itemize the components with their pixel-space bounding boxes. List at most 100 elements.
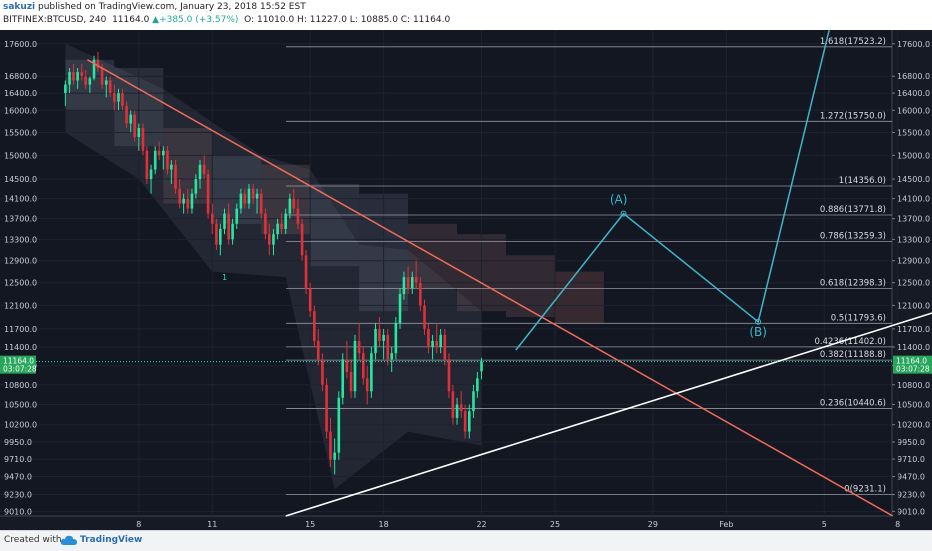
- candle-body[interactable]: [325, 384, 328, 432]
- candle-body[interactable]: [280, 223, 283, 229]
- candle-body[interactable]: [141, 127, 145, 151]
- candle-body[interactable]: [186, 198, 190, 209]
- candle-body[interactable]: [210, 213, 214, 224]
- candle-body[interactable]: [137, 127, 141, 138]
- candle-body[interactable]: [308, 288, 312, 312]
- candle-body[interactable]: [166, 150, 169, 170]
- candle-body[interactable]: [198, 164, 202, 180]
- candle-body[interactable]: [419, 282, 422, 306]
- candle-body[interactable]: [337, 397, 341, 453]
- candle-body[interactable]: [390, 353, 393, 360]
- candle-body[interactable]: [472, 391, 475, 412]
- candle-body[interactable]: [467, 411, 471, 432]
- candle-body[interactable]: [64, 84, 67, 94]
- candle-body[interactable]: [296, 208, 300, 224]
- candle-body[interactable]: [480, 361, 483, 372]
- candle-body[interactable]: [174, 164, 177, 189]
- elliott-projection-path[interactable]: [515, 30, 830, 351]
- candle-body[interactable]: [125, 105, 128, 124]
- time-axis[interactable]: [0, 516, 932, 530]
- candle-body[interactable]: [463, 411, 467, 432]
- candle-body[interactable]: [345, 359, 349, 372]
- candle-body[interactable]: [476, 378, 479, 392]
- candle-body[interactable]: [223, 213, 226, 229]
- candle-body[interactable]: [129, 114, 133, 124]
- candle-body[interactable]: [365, 378, 369, 392]
- candle-body[interactable]: [423, 305, 426, 329]
- candle-body[interactable]: [76, 72, 79, 81]
- candle-body[interactable]: [113, 93, 116, 102]
- candle-body[interactable]: [104, 80, 108, 85]
- candle-body[interactable]: [206, 174, 210, 214]
- candle-body[interactable]: [284, 213, 287, 229]
- candle-body[interactable]: [435, 340, 439, 348]
- candle-body[interactable]: [329, 431, 332, 460]
- candle-body[interactable]: [100, 67, 104, 85]
- candle-body[interactable]: [431, 340, 434, 348]
- candle-body[interactable]: [455, 404, 459, 418]
- candle-body[interactable]: [84, 76, 87, 85]
- candle-body[interactable]: [235, 208, 239, 224]
- candle-body[interactable]: [251, 188, 255, 199]
- candle-body[interactable]: [215, 223, 218, 245]
- candle-body[interactable]: [398, 293, 402, 323]
- candle-body[interactable]: [439, 334, 442, 348]
- candle-body[interactable]: [153, 150, 157, 170]
- ascending-trendline[interactable]: [285, 305, 932, 517]
- candle-body[interactable]: [402, 277, 406, 294]
- price-chart[interactable]: 9010.0 9010.0 9230.0 9230.0 9470.0 9470.0 9710…: [0, 30, 932, 530]
- candle-body[interactable]: [316, 340, 320, 360]
- candle-body[interactable]: [341, 359, 345, 398]
- author-name[interactable]: sakuzi: [3, 2, 36, 12]
- candle-body[interactable]: [447, 359, 451, 392]
- candle-body[interactable]: [451, 391, 455, 418]
- candle-body[interactable]: [80, 72, 84, 77]
- candle-body[interactable]: [406, 277, 410, 289]
- candle-body[interactable]: [333, 452, 336, 460]
- candle-body[interactable]: [227, 213, 230, 240]
- candle-body[interactable]: [288, 198, 292, 214]
- candle-body[interactable]: [394, 322, 398, 354]
- candle-body[interactable]: [157, 150, 161, 156]
- candle-body[interactable]: [357, 340, 361, 354]
- candle-body[interactable]: [292, 198, 296, 209]
- candle-body[interactable]: [361, 353, 365, 379]
- candle-body[interactable]: [117, 93, 120, 102]
- candle-body[interactable]: [219, 228, 222, 245]
- candle-body[interactable]: [349, 371, 353, 392]
- candle-body[interactable]: [410, 277, 414, 289]
- candle-body[interactable]: [414, 277, 418, 283]
- candle-body[interactable]: [276, 223, 279, 235]
- wave-anchor[interactable]: [620, 210, 627, 217]
- candle-body[interactable]: [353, 340, 357, 392]
- candle-body[interactable]: [161, 150, 165, 156]
- candle-body[interactable]: [247, 188, 251, 204]
- candle-body[interactable]: [72, 72, 75, 81]
- candle-body[interactable]: [202, 164, 206, 175]
- candle-body[interactable]: [108, 80, 112, 94]
- candle-body[interactable]: [313, 311, 316, 341]
- candle-body[interactable]: [272, 234, 275, 245]
- candle-body[interactable]: [68, 72, 71, 85]
- candle-body[interactable]: [374, 328, 377, 354]
- candle-body[interactable]: [178, 188, 181, 204]
- candle-body[interactable]: [459, 404, 463, 412]
- candle-body[interactable]: [300, 223, 304, 256]
- candle-body[interactable]: [231, 223, 234, 240]
- candle-body[interactable]: [321, 359, 324, 385]
- candle-body[interactable]: [149, 169, 153, 180]
- candle-body[interactable]: [182, 198, 185, 204]
- descending-trendline[interactable]: [87, 59, 894, 517]
- candle-body[interactable]: [96, 59, 100, 68]
- candle-body[interactable]: [370, 353, 373, 392]
- wave-anchor[interactable]: [755, 318, 762, 325]
- candle-body[interactable]: [92, 59, 96, 79]
- candle-body[interactable]: [170, 164, 173, 170]
- candle-body[interactable]: [243, 193, 247, 204]
- candle-body[interactable]: [382, 334, 385, 341]
- candle-body[interactable]: [145, 150, 149, 180]
- candle-body[interactable]: [267, 234, 271, 245]
- candle-body[interactable]: [194, 179, 198, 194]
- candle-body[interactable]: [190, 193, 194, 209]
- candle-body[interactable]: [255, 193, 259, 199]
